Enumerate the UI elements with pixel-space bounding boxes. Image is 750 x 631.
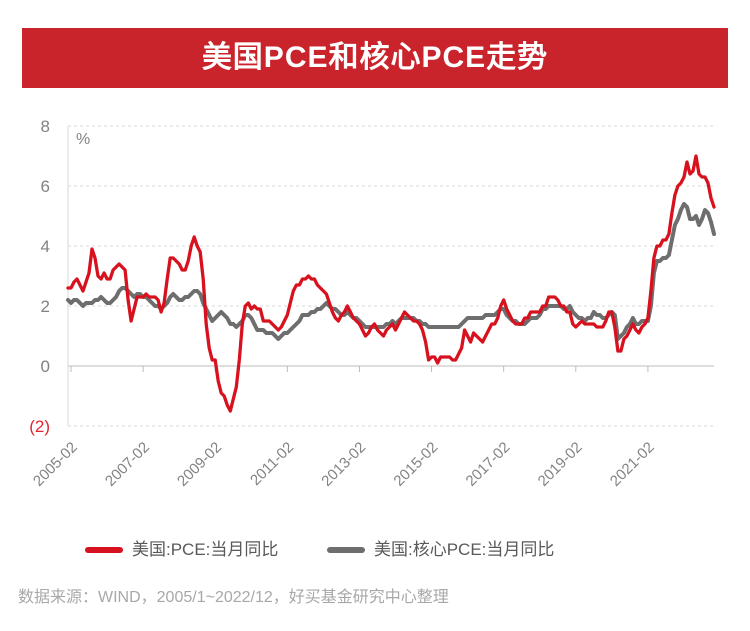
- y-tick-label: 0: [41, 357, 50, 376]
- pce-series-line: [66, 154, 716, 413]
- x-tick-label: 2017-02: [463, 439, 514, 490]
- unit-label: %: [76, 131, 90, 148]
- legend-item-pce: 美国:PCE:当月同比: [85, 539, 278, 561]
- x-tick-label: 2011-02: [247, 439, 297, 489]
- y-tick-label: 8: [41, 117, 50, 136]
- x-tick-label: 2009-02: [174, 439, 225, 490]
- x-tick-label: 2007-02: [102, 439, 153, 490]
- legend-label-pce: 美国:PCE:当月同比: [132, 540, 279, 559]
- y-tick-label: 6: [41, 177, 50, 196]
- y-tick-label: (2): [29, 417, 50, 436]
- legend-label-core-pce: 美国:核心PCE:当月同比: [374, 540, 555, 559]
- x-tick-label: 2021-02: [607, 439, 658, 490]
- legend-swatch-pce-icon: [85, 547, 123, 553]
- x-tick-label: 2019-02: [535, 439, 586, 490]
- chart-title: 美国PCE和核心PCE走势: [201, 41, 549, 74]
- legend-swatch-core-pce-icon: [327, 547, 365, 553]
- core-pce-series-line: [66, 202, 716, 341]
- y-tick-label: 2: [41, 297, 50, 316]
- chart-legend: 美国:PCE:当月同比 美国:核心PCE:当月同比: [0, 539, 750, 561]
- x-tick-label: 2005-02: [30, 439, 81, 490]
- x-tick-label: 2013-02: [318, 439, 369, 490]
- legend-item-core-pce: 美国:核心PCE:当月同比: [327, 539, 554, 561]
- y-tick-label: 4: [41, 237, 50, 256]
- chart-title-banner: 美国PCE和核心PCE走势: [22, 28, 728, 88]
- pce-line-chart: 8 6 4 2 0 (2)% 2005-02 2007-02 2009-02 2011-02 201…: [29, 117, 716, 490]
- x-tick-label: 2015-02: [390, 439, 441, 490]
- data-source-note: 数据来源：WIND，2005/1~2022/12，好买基金研究中心整理: [18, 589, 449, 606]
